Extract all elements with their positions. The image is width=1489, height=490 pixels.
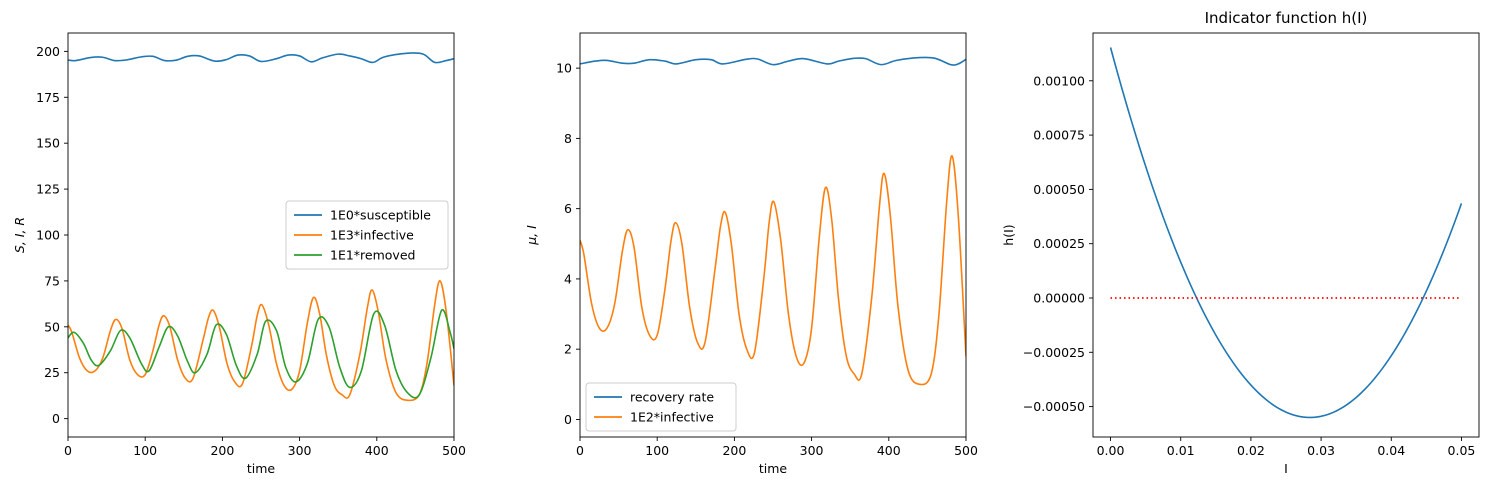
series-group: [1109, 47, 1463, 419]
series-group: [580, 56, 966, 386]
y-tick-label: 6: [564, 201, 572, 216]
y-tick-label: 0.00000: [1033, 290, 1085, 305]
y-tick-label: 0.00100: [1033, 73, 1085, 88]
x-tick-label: 0.00: [1097, 443, 1125, 458]
series-group: [68, 52, 454, 402]
series-line-1e0-susceptible: [68, 52, 454, 64]
y-tick-label: 175: [36, 90, 60, 105]
series-line-recovery-rate: [580, 56, 966, 66]
y-tick-label: 2: [564, 342, 572, 357]
x-tick-label: 0: [576, 443, 584, 458]
y-tick-label: 200: [36, 44, 60, 59]
x-axis-label: time: [759, 461, 788, 476]
y-tick-label: 4: [564, 271, 572, 286]
legend-label: 1E3*infective: [330, 228, 414, 243]
x-tick-label: 400: [877, 443, 901, 458]
y-axis-label: S, I, R: [12, 217, 27, 253]
x-tick-label: 100: [645, 443, 669, 458]
x-tick-label: 0.04: [1377, 443, 1405, 458]
y-tick-label: −0.00050: [1023, 399, 1085, 414]
legend-label: 1E0*susceptible: [330, 208, 431, 223]
y-tick-label: 50: [44, 319, 60, 334]
legend-label: recovery rate: [630, 390, 714, 405]
legend-box: [285, 200, 449, 270]
y-tick-label: 0: [564, 412, 572, 427]
legend: 1E0*susceptible 1E3*infective 1E1*removed: [285, 200, 449, 270]
y-axis-label: h(I): [1001, 224, 1016, 245]
series-line-1e2-infective: [580, 155, 966, 386]
y-tick-label: 75: [44, 273, 60, 288]
y-tick-label: 0.00050: [1033, 182, 1085, 197]
x-tick-label: 0: [64, 443, 72, 458]
x-tick-label: 400: [365, 443, 389, 458]
chart-1: 0 100 200 300 400 500 0 25 50 75 100 125 150 175 200 ti…: [12, 32, 466, 476]
y-tick-label: 0: [52, 411, 60, 426]
y-tick-label: 25: [44, 365, 60, 380]
x-tick-label: 500: [954, 443, 978, 458]
legend-label: 1E2*infective: [630, 410, 714, 425]
legend: recovery rate 1E2*infective: [585, 382, 737, 432]
x-tick-label: 300: [800, 443, 824, 458]
y-tick-label: 10: [556, 61, 572, 76]
x-tick-label: 100: [133, 443, 157, 458]
y-tick-label: 0.00075: [1033, 128, 1085, 143]
y-tick-label: −0.00025: [1023, 345, 1085, 360]
y-tick-label: 150: [36, 136, 60, 151]
x-tick-label: 300: [288, 443, 312, 458]
plot-frame: [579, 32, 967, 438]
y-tick-label: 100: [36, 228, 60, 243]
series-line-1: [1109, 47, 1463, 419]
y-tick-label: 125: [36, 182, 60, 197]
x-axis-label: I: [1284, 461, 1288, 476]
chart-3: 0.00 0.01 0.02 0.03 0.04 0.05 −0.00050 −0.00025…: [1001, 9, 1480, 476]
plot-frame: [1092, 32, 1480, 438]
x-tick-label: 200: [210, 443, 234, 458]
x-tick-label: 0.05: [1448, 443, 1476, 458]
x-tick-label: 200: [722, 443, 746, 458]
x-tick-label: 0.02: [1237, 443, 1265, 458]
series-line-1e1-removed: [68, 308, 454, 399]
x-tick-label: 0.01: [1167, 443, 1195, 458]
legend-label: 1E1*removed: [330, 248, 415, 263]
y-axis-label: μ, I: [524, 225, 539, 246]
x-axis-label: time: [247, 461, 276, 476]
chart-2: 0 100 200 300 400 500 0 2 4 6 8 10 time μ, I recovery …: [524, 32, 978, 476]
x-tick-label: 0.03: [1307, 443, 1335, 458]
y-tick-label: 8: [564, 131, 572, 146]
x-tick-label: 500: [442, 443, 466, 458]
legend-box: [585, 382, 737, 432]
series-line-1e3-infective: [68, 280, 454, 402]
chart-title: Indicator function h(I): [1205, 9, 1368, 27]
y-tick-label: 0.00025: [1033, 236, 1085, 251]
